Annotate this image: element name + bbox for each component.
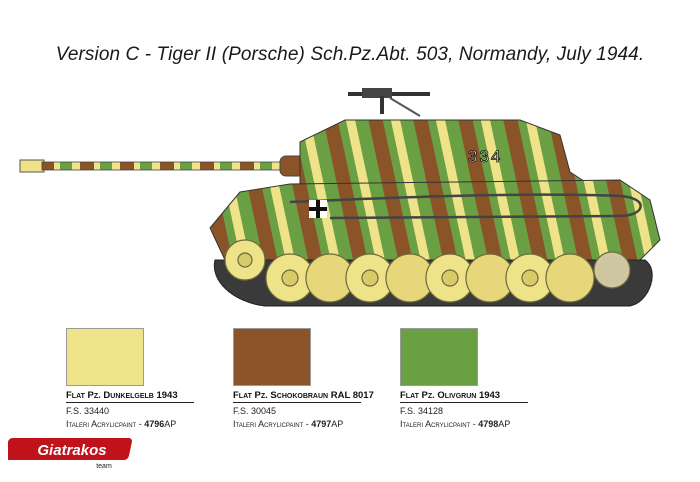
tow-cable	[289, 193, 642, 220]
logo-brand: Giatrakos	[37, 442, 106, 459]
color-swatch	[400, 328, 478, 386]
turret	[299, 119, 592, 191]
tank-illustration: 334	[19, 88, 661, 307]
hull	[209, 179, 661, 261]
acrylic-code: Italeri Acrylicpaint - 4797AP	[233, 419, 344, 429]
giatrakos-logo[interactable]: Giatrakos team	[8, 432, 136, 472]
color-entry-olivgrun: Flat Pz. Olivgrun 1943 F.S. 34128 Italer…	[400, 328, 550, 429]
fs-code: F.S. 30045	[233, 406, 277, 416]
logo-sub: team	[96, 463, 112, 470]
main-gun	[19, 155, 321, 177]
balkenkreuz-insignia	[309, 200, 327, 218]
paint-name: Flat Pz. Schokobraun RAL 8017	[233, 390, 374, 403]
paint-name: Flat Pz. Olivgrun 1943	[400, 390, 528, 403]
acrylic-code: Italeri Acrylicpaint - 4796AP	[66, 419, 177, 429]
road-wheels	[224, 239, 631, 303]
acrylic-code: Italeri Acrylicpaint - 4798AP	[400, 419, 511, 429]
fs-code: F.S. 34128	[400, 406, 444, 416]
color-swatch	[66, 328, 144, 386]
color-swatch	[233, 328, 311, 386]
fs-code: F.S. 33440	[66, 406, 110, 416]
page-title: Version C - Tiger II (Porsche) Sch.Pz.Ab…	[55, 44, 645, 65]
paint-name: Flat Pz. Dunkelgelb 1943	[66, 390, 194, 403]
color-entry-dunkelgelb: Flat Pz. Dunkelgelb 1943 F.S. 33440 Ital…	[66, 328, 216, 429]
turret-number: 334	[468, 147, 502, 166]
color-entry-schokobraun: Flat Pz. Schokobraun RAL 8017 F.S. 30045…	[233, 328, 383, 429]
machine-gun	[348, 88, 430, 117]
